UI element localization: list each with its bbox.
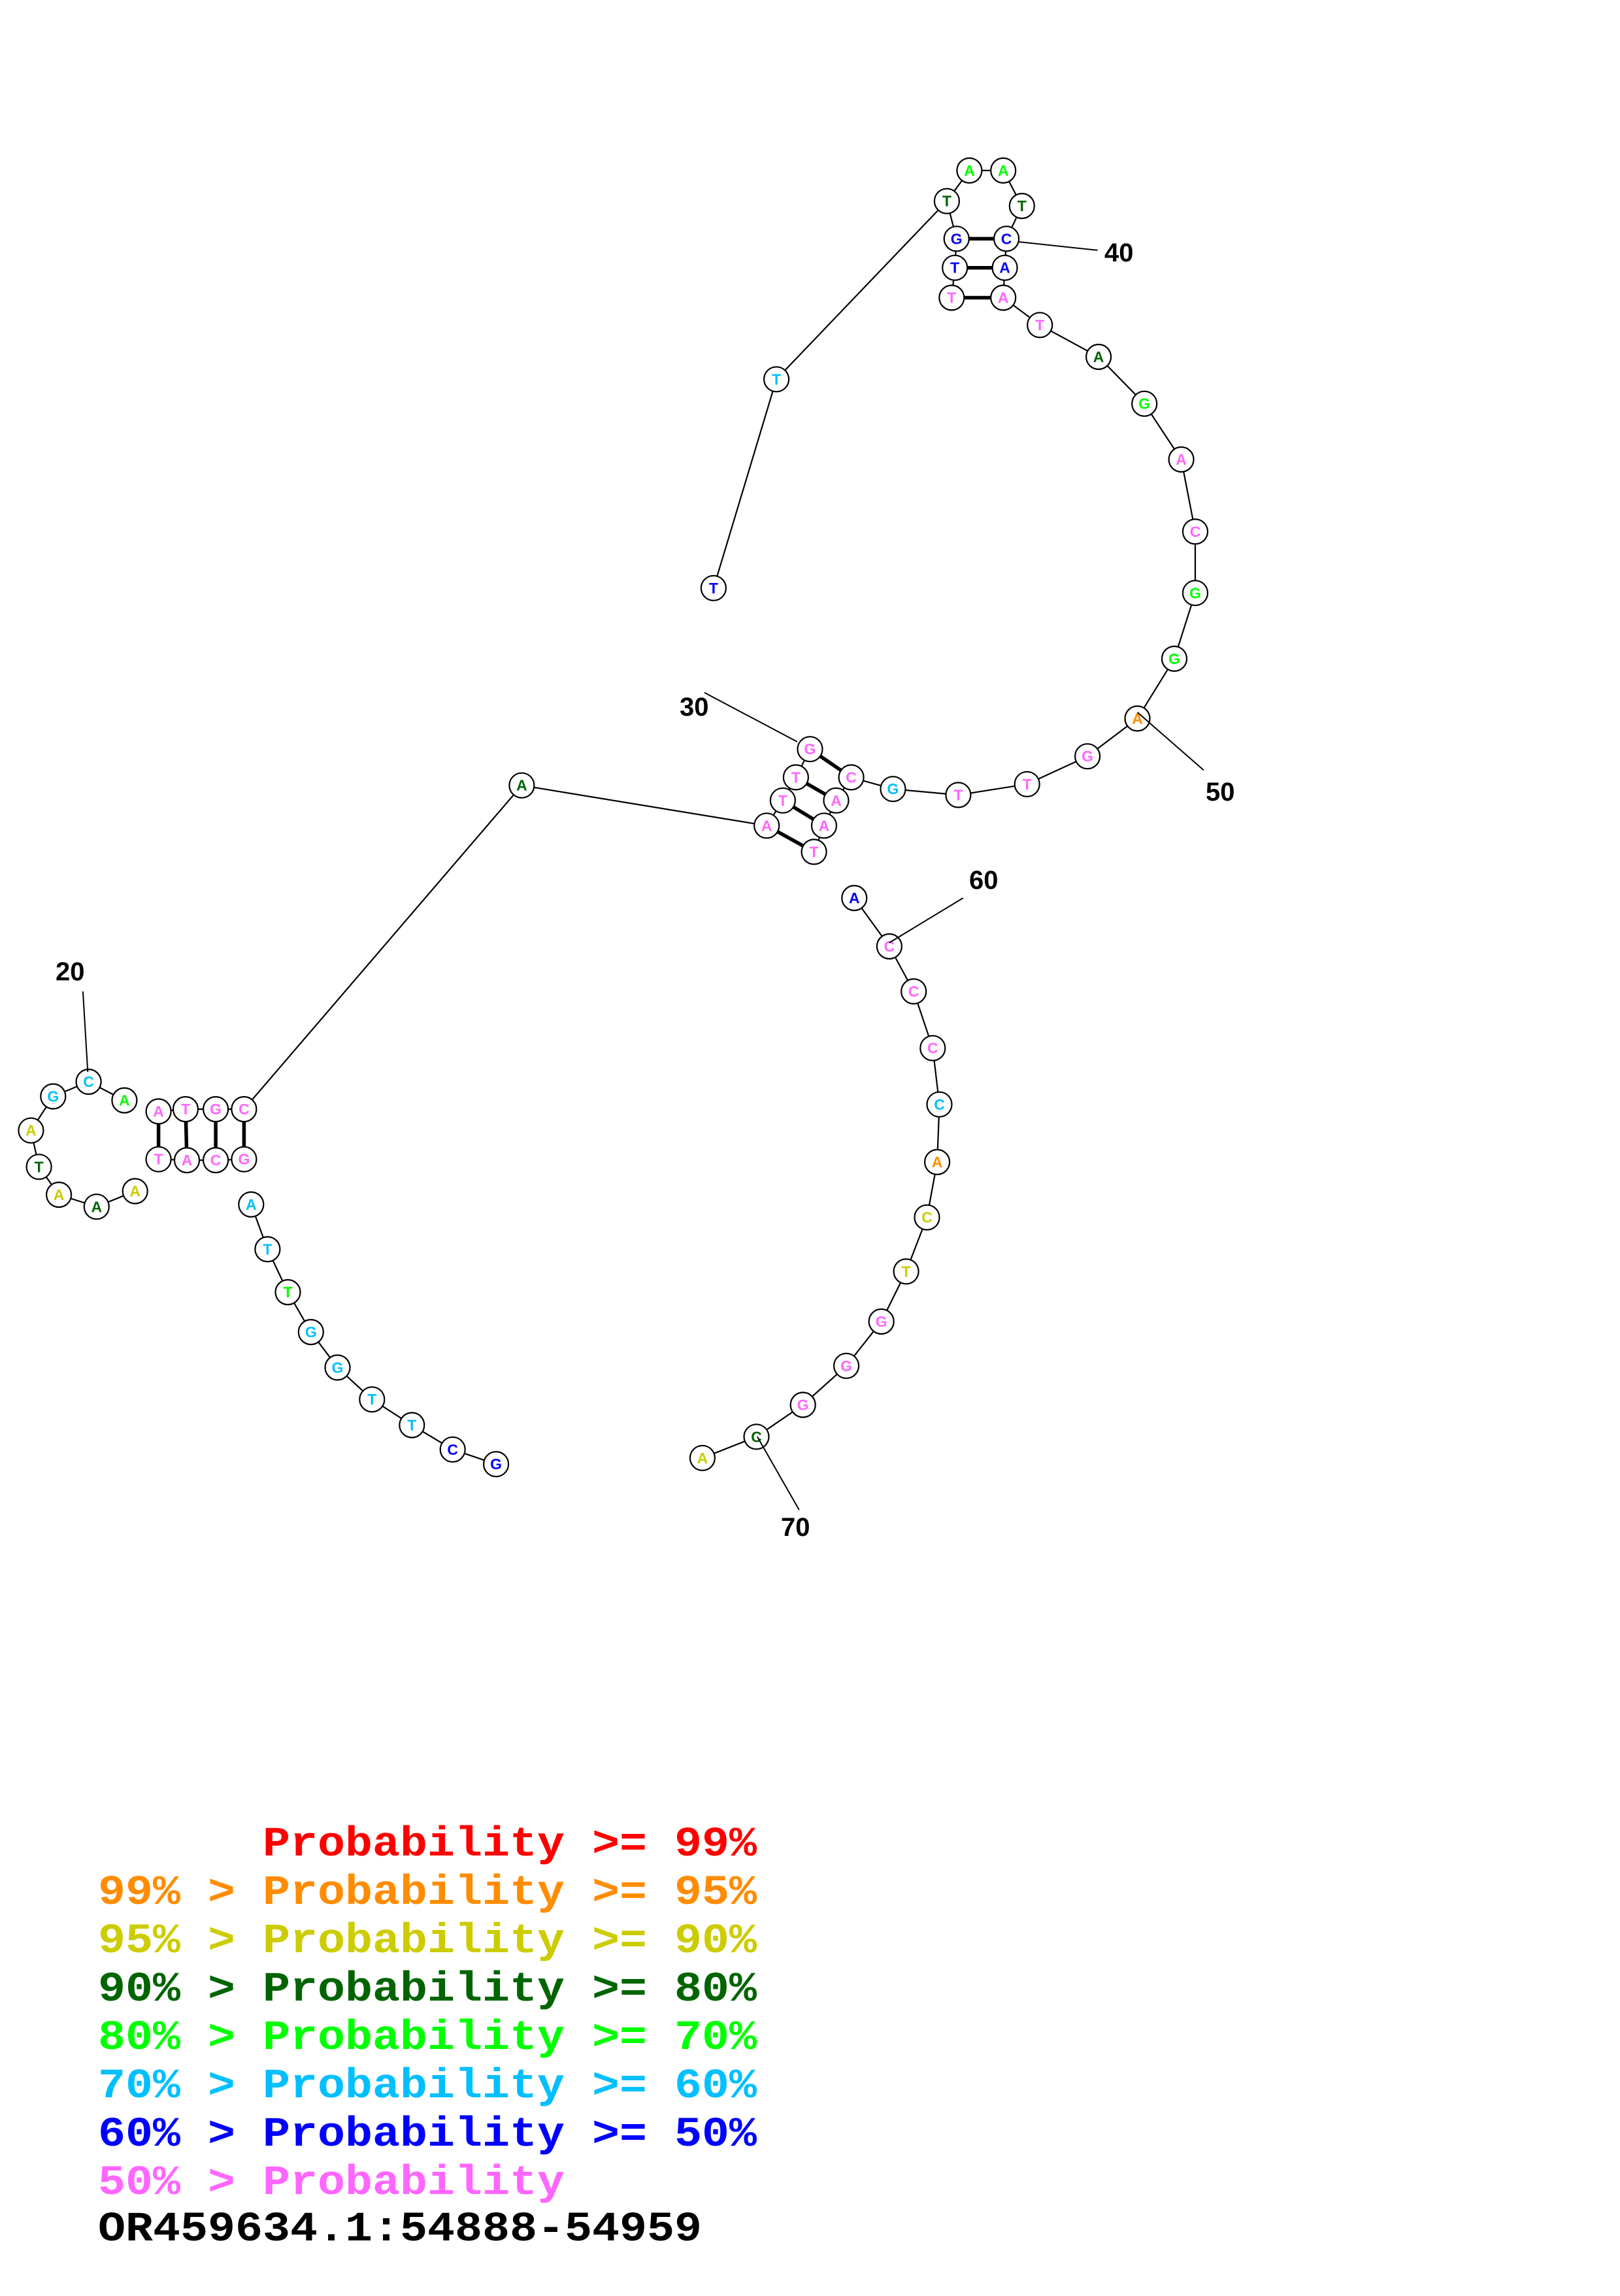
svg-text:G: G bbox=[876, 1313, 887, 1330]
svg-text:C: C bbox=[210, 1152, 222, 1169]
svg-text:T: T bbox=[772, 371, 781, 388]
svg-text:T: T bbox=[35, 1158, 44, 1175]
svg-text:A: A bbox=[91, 1198, 102, 1215]
svg-text:A: A bbox=[998, 162, 1009, 179]
svg-text:A: A bbox=[697, 1450, 708, 1467]
svg-text:C: C bbox=[447, 1441, 458, 1458]
svg-text:T: T bbox=[367, 1391, 376, 1408]
svg-text:T: T bbox=[283, 1284, 292, 1301]
svg-text:T: T bbox=[953, 786, 963, 803]
svg-text:40: 40 bbox=[1104, 239, 1134, 267]
svg-text:C: C bbox=[83, 1073, 94, 1090]
svg-text:T: T bbox=[154, 1151, 163, 1168]
svg-text:G: G bbox=[1189, 584, 1201, 601]
svg-text:A: A bbox=[964, 162, 975, 179]
svg-text:A: A bbox=[1176, 451, 1187, 468]
svg-text:T: T bbox=[778, 792, 787, 809]
svg-text:T: T bbox=[950, 259, 959, 276]
svg-text:T: T bbox=[1035, 316, 1044, 333]
svg-text:A: A bbox=[129, 1183, 141, 1200]
svg-text:C: C bbox=[927, 1040, 938, 1057]
svg-text:T: T bbox=[1017, 197, 1027, 214]
svg-text:G: G bbox=[951, 230, 963, 247]
svg-text:A: A bbox=[761, 817, 772, 834]
svg-text:A: A bbox=[831, 792, 842, 809]
svg-text:A: A bbox=[119, 1092, 130, 1109]
svg-text:T: T bbox=[181, 1101, 190, 1118]
svg-text:A: A bbox=[998, 290, 1009, 307]
svg-text:A: A bbox=[182, 1152, 193, 1169]
svg-text:T: T bbox=[902, 1263, 911, 1280]
svg-text:A: A bbox=[849, 890, 860, 907]
svg-text:G: G bbox=[797, 1397, 809, 1414]
svg-text:C: C bbox=[934, 1096, 945, 1113]
svg-text:T: T bbox=[791, 769, 801, 786]
svg-text:T: T bbox=[407, 1417, 416, 1434]
svg-text:A: A bbox=[819, 817, 830, 834]
svg-text:60: 60 bbox=[969, 866, 999, 895]
svg-text:A: A bbox=[246, 1196, 257, 1213]
svg-text:A: A bbox=[1093, 348, 1104, 365]
svg-text:C: C bbox=[908, 983, 919, 1000]
svg-text:G: G bbox=[804, 740, 816, 757]
svg-text:T: T bbox=[810, 843, 819, 860]
svg-text:C: C bbox=[1001, 230, 1012, 247]
svg-text:T: T bbox=[942, 193, 951, 210]
svg-text:T: T bbox=[947, 290, 956, 307]
svg-text:G: G bbox=[887, 780, 899, 797]
svg-text:A: A bbox=[999, 259, 1010, 276]
svg-text:T: T bbox=[709, 580, 718, 597]
svg-text:T: T bbox=[263, 1240, 272, 1257]
svg-text:A: A bbox=[932, 1154, 943, 1171]
svg-text:G: G bbox=[840, 1357, 852, 1374]
svg-text:G: G bbox=[1082, 748, 1093, 765]
svg-text:G: G bbox=[238, 1151, 250, 1168]
svg-text:G: G bbox=[305, 1323, 317, 1340]
svg-text:C: C bbox=[1190, 523, 1201, 540]
svg-text:A: A bbox=[516, 777, 527, 794]
svg-text:A: A bbox=[153, 1103, 164, 1120]
svg-text:G: G bbox=[1168, 650, 1180, 667]
svg-text:C: C bbox=[846, 769, 857, 786]
svg-text:G: G bbox=[1138, 395, 1150, 412]
svg-text:70: 70 bbox=[781, 1513, 810, 1542]
svg-text:T: T bbox=[1023, 776, 1032, 793]
svg-text:G: G bbox=[47, 1088, 59, 1105]
svg-text:20: 20 bbox=[56, 957, 85, 986]
svg-text:A: A bbox=[25, 1122, 37, 1139]
svg-text:C: C bbox=[921, 1209, 933, 1226]
svg-text:A: A bbox=[54, 1186, 65, 1203]
svg-text:G: G bbox=[210, 1101, 222, 1118]
svg-text:G: G bbox=[332, 1359, 344, 1376]
svg-text:G: G bbox=[490, 1456, 502, 1472]
svg-text:30: 30 bbox=[680, 693, 709, 722]
svg-text:50: 50 bbox=[1206, 778, 1235, 807]
svg-text:C: C bbox=[239, 1101, 250, 1118]
